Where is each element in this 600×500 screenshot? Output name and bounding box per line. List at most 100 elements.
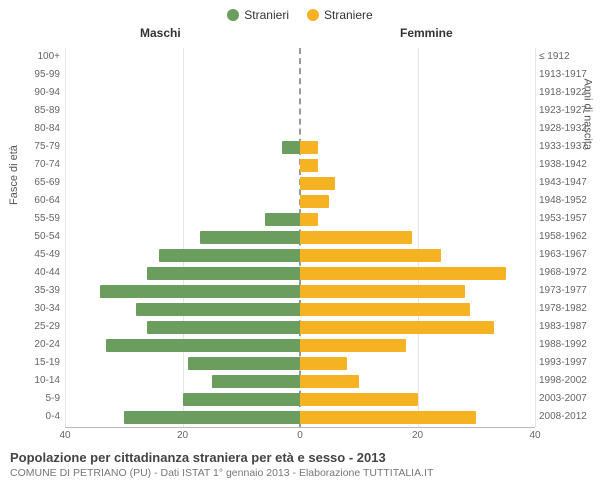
caption-title: Popolazione per cittadinanza straniera p… (10, 450, 590, 465)
age-row: 30-341978-1982 (65, 300, 535, 318)
bar-female (300, 249, 441, 262)
legend-label-female: Straniere (324, 8, 373, 22)
age-row: 60-641948-1952 (65, 192, 535, 210)
bar-female (300, 285, 465, 298)
bar-female (300, 177, 335, 190)
age-label: 20-24 (10, 336, 60, 354)
birth-year-label: 1988-1992 (539, 336, 597, 354)
birth-year-label: 1963-1967 (539, 246, 597, 264)
caption-subtitle: COMUNE DI PETRIANO (PU) - Dati ISTAT 1° … (10, 467, 590, 479)
x-tick-label: 20 (177, 430, 188, 441)
bar-male (265, 213, 300, 226)
x-tick-label: 40 (59, 430, 70, 441)
age-row: 50-541958-1962 (65, 228, 535, 246)
birth-year-label: 1978-1982 (539, 300, 597, 318)
bar-male (282, 141, 300, 154)
legend: Stranieri Straniere (0, 0, 600, 26)
age-row: 80-841928-1932 (65, 120, 535, 138)
birth-year-label: 1923-1927 (539, 102, 597, 120)
age-row: 15-191993-1997 (65, 354, 535, 372)
bar-female (300, 213, 318, 226)
x-tick-label: 40 (529, 430, 540, 441)
age-row: 5-92003-2007 (65, 390, 535, 408)
birth-year-label: 1958-1962 (539, 228, 597, 246)
birth-year-label: 1973-1977 (539, 282, 597, 300)
age-row: 100+≤ 1912 (65, 48, 535, 66)
bar-male (136, 303, 301, 316)
age-label: 45-49 (10, 246, 60, 264)
circle-icon (227, 9, 239, 21)
age-row: 90-941918-1922 (65, 84, 535, 102)
age-row: 25-291983-1987 (65, 318, 535, 336)
column-headings: Maschi Femmine (0, 26, 600, 44)
bar-male (147, 267, 300, 280)
population-pyramid-chart: Stranieri Straniere Maschi Femmine Fasce… (0, 0, 600, 500)
age-label: 30-34 (10, 300, 60, 318)
birth-year-label: 1953-1957 (539, 210, 597, 228)
bar-female (300, 195, 329, 208)
bar-female (300, 357, 347, 370)
age-row: 45-491963-1967 (65, 246, 535, 264)
birth-year-label: 1943-1947 (539, 174, 597, 192)
age-row: 95-991913-1917 (65, 66, 535, 84)
age-label: 75-79 (10, 138, 60, 156)
age-label: 5-9 (10, 390, 60, 408)
bar-male (159, 249, 300, 262)
birth-year-label: 2008-2012 (539, 408, 597, 426)
bar-female (300, 303, 470, 316)
bar-male (183, 393, 301, 406)
bar-male (147, 321, 300, 334)
age-label: 100+ (10, 48, 60, 66)
age-row: 85-891923-1927 (65, 102, 535, 120)
age-label: 25-29 (10, 318, 60, 336)
birth-year-label: 1998-2002 (539, 372, 597, 390)
age-row: 55-591953-1957 (65, 210, 535, 228)
age-label: 10-14 (10, 372, 60, 390)
birth-year-label: 1928-1932 (539, 120, 597, 138)
age-row: 0-42008-2012 (65, 408, 535, 426)
bar-female (300, 393, 418, 406)
age-row: 35-391973-1977 (65, 282, 535, 300)
bar-male (100, 285, 300, 298)
bar-female (300, 231, 412, 244)
age-label: 15-19 (10, 354, 60, 372)
bar-male (124, 411, 300, 424)
birth-year-label: 1933-1937 (539, 138, 597, 156)
age-label: 90-94 (10, 84, 60, 102)
bar-female (300, 375, 359, 388)
heading-male: Maschi (140, 26, 181, 40)
birth-year-label: 1948-1952 (539, 192, 597, 210)
birth-year-label: 1938-1942 (539, 156, 597, 174)
legend-item-female: Straniere (307, 8, 373, 22)
bar-male (106, 339, 300, 352)
age-label: 70-74 (10, 156, 60, 174)
age-label: 50-54 (10, 228, 60, 246)
bar-female (300, 141, 318, 154)
bar-male (188, 357, 300, 370)
age-label: 35-39 (10, 282, 60, 300)
age-row: 40-441968-1972 (65, 264, 535, 282)
age-label: 0-4 (10, 408, 60, 426)
x-tick-label: 20 (412, 430, 423, 441)
birth-year-label: 1983-1987 (539, 318, 597, 336)
age-row: 65-691943-1947 (65, 174, 535, 192)
birth-year-label: 2003-2007 (539, 390, 597, 408)
bar-male (200, 231, 300, 244)
caption: Popolazione per cittadinanza straniera p… (0, 444, 600, 479)
x-tick-label: 0 (297, 430, 303, 441)
bar-female (300, 267, 506, 280)
x-axis-ticks: 402002040 (65, 428, 535, 444)
grid-line (535, 48, 536, 427)
legend-item-male: Stranieri (227, 8, 289, 22)
birth-year-label: 1918-1922 (539, 84, 597, 102)
age-label: 80-84 (10, 120, 60, 138)
legend-label-male: Stranieri (244, 8, 289, 22)
bar-female (300, 321, 494, 334)
circle-icon (307, 9, 319, 21)
bar-male (212, 375, 300, 388)
age-row: 10-141998-2002 (65, 372, 535, 390)
bar-female (300, 159, 318, 172)
birth-year-label: 1913-1917 (539, 66, 597, 84)
age-label: 60-64 (10, 192, 60, 210)
birth-year-label: 1968-1972 (539, 264, 597, 282)
